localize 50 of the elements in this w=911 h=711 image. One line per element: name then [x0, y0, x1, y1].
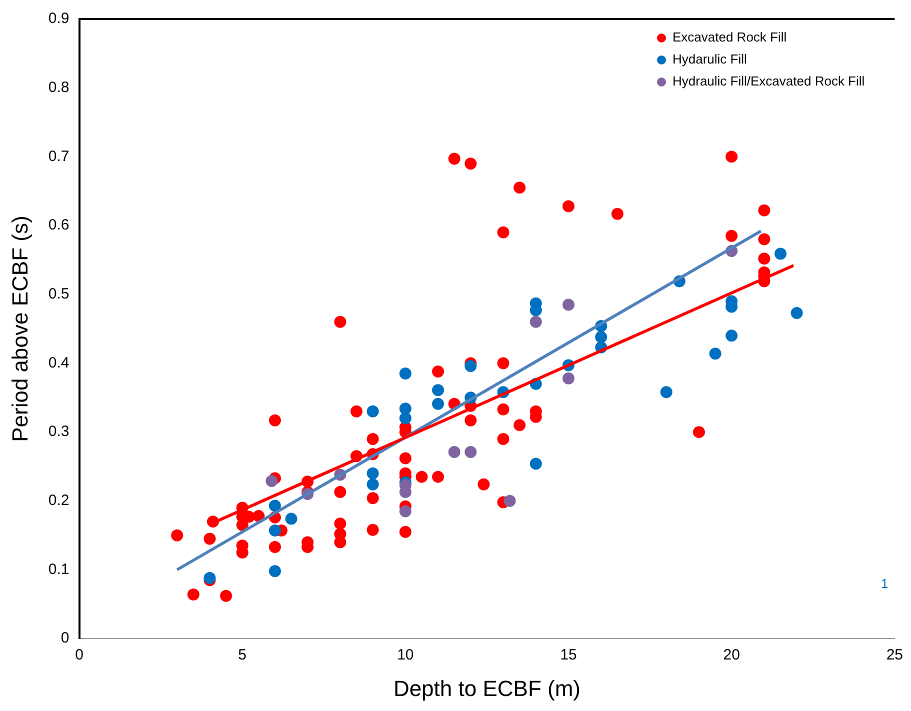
y-tick-label: 0.8 — [48, 78, 70, 96]
point — [366, 467, 379, 480]
point — [448, 446, 460, 458]
x-axis-title: Depth to ECBF (m) — [393, 676, 580, 701]
point — [268, 565, 281, 578]
point — [268, 500, 281, 512]
x-tick-label: 25 — [886, 646, 903, 664]
point — [562, 298, 574, 311]
x-tick-label: 20 — [723, 646, 740, 664]
y-tick-label: 0.6 — [48, 216, 70, 234]
point — [399, 402, 412, 415]
point — [399, 505, 412, 518]
point — [726, 330, 738, 342]
point — [774, 248, 786, 260]
point — [530, 458, 542, 470]
point — [366, 405, 379, 418]
y-tick-label: 0.2 — [48, 492, 70, 510]
x-tick-label: 10 — [397, 646, 414, 664]
point — [285, 512, 298, 525]
point — [504, 494, 516, 507]
y-tick-label: 0.3 — [48, 423, 70, 440]
point — [790, 306, 803, 319]
point — [464, 360, 477, 372]
point — [562, 372, 574, 384]
point — [530, 316, 542, 328]
point — [399, 368, 412, 380]
x-tick-label: 0 — [75, 646, 84, 664]
point — [399, 412, 412, 424]
x-tick-label: 5 — [238, 646, 247, 664]
point — [660, 386, 672, 398]
y-tick-label: 0.4 — [48, 354, 70, 372]
point — [432, 384, 444, 396]
y-tick-label: 0.5 — [48, 286, 70, 303]
point — [268, 524, 281, 537]
x-tick-label: 15 — [560, 646, 577, 664]
point — [366, 478, 379, 490]
point — [709, 348, 722, 360]
point — [432, 398, 444, 410]
legend-label: Hydraulic Fill/Excavated Rock Fill — [672, 74, 865, 89]
y-tick-label: 0.7 — [48, 148, 70, 165]
annotation: 1 — [881, 576, 888, 592]
legend-label: Excavated Rock Fill — [672, 30, 787, 45]
point — [266, 474, 278, 487]
y-axis-title: Period above ECBF (s) — [7, 216, 32, 442]
y-tick-label: 0.9 — [48, 10, 70, 28]
legend-label: Hydarulic Fill — [672, 52, 748, 67]
point — [595, 331, 608, 344]
y-tick-label: 0.1 — [48, 560, 70, 578]
point — [464, 446, 477, 458]
y-tick-label: 0 — [60, 630, 70, 647]
